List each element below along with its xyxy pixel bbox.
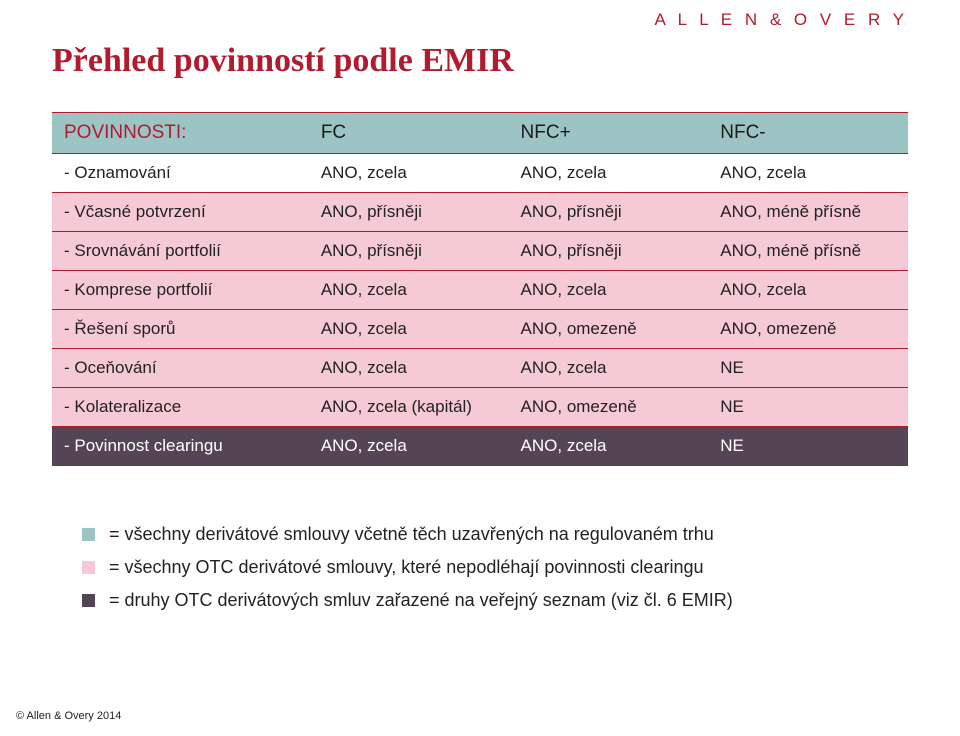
table-header-row: POVINNOSTI: FC NFC+ NFC- bbox=[52, 113, 908, 154]
row-label: - Komprese portfolií bbox=[52, 271, 309, 310]
cell: NE bbox=[708, 427, 908, 466]
cell: ANO, méně přísně bbox=[708, 232, 908, 271]
cell: ANO, zcela bbox=[509, 349, 709, 388]
col-nfcplus: NFC+ bbox=[509, 113, 709, 154]
cell: ANO, zcela (kapitál) bbox=[309, 388, 509, 427]
legend-item: = druhy OTC derivátových smluv zařazené … bbox=[82, 590, 908, 611]
cell: ANO, zcela bbox=[309, 271, 509, 310]
table-row: - Řešení sporůANO, zcelaANO, omezeněANO,… bbox=[52, 310, 908, 349]
col-nfcminus: NFC- bbox=[708, 113, 908, 154]
header-label: POVINNOSTI: bbox=[52, 113, 309, 154]
table-row: - Komprese portfoliíANO, zcelaANO, zcela… bbox=[52, 271, 908, 310]
table-row: - Povinnost clearinguANO, zcelaANO, zcel… bbox=[52, 427, 908, 466]
row-label: - Oznamování bbox=[52, 154, 309, 193]
legend-swatch bbox=[82, 594, 95, 607]
cell: ANO, přísněji bbox=[309, 232, 509, 271]
row-label: - Srovnávání portfolií bbox=[52, 232, 309, 271]
legend: = všechny derivátové smlouvy včetně těch… bbox=[82, 524, 908, 611]
cell: ANO, méně přísně bbox=[708, 193, 908, 232]
row-label: - Včasné potvrzení bbox=[52, 193, 309, 232]
cell: ANO, zcela bbox=[708, 271, 908, 310]
row-label: - Řešení sporů bbox=[52, 310, 309, 349]
cell: NE bbox=[708, 388, 908, 427]
legend-text: = druhy OTC derivátových smluv zařazené … bbox=[109, 590, 733, 611]
table-row: - Srovnávání portfoliíANO, přísnějiANO, … bbox=[52, 232, 908, 271]
row-label: - Oceňování bbox=[52, 349, 309, 388]
legend-text: = všechny derivátové smlouvy včetně těch… bbox=[109, 524, 714, 545]
cell: ANO, přísněji bbox=[309, 193, 509, 232]
table-row: - KolateralizaceANO, zcela (kapitál)ANO,… bbox=[52, 388, 908, 427]
legend-item: = všechny OTC derivátové smlouvy, které … bbox=[82, 557, 908, 578]
copyright: © Allen & Overy 2014 bbox=[16, 710, 121, 722]
cell: ANO, zcela bbox=[509, 427, 709, 466]
brand-logo: A L L E N & O V E R Y bbox=[655, 10, 908, 30]
cell: ANO, přísněji bbox=[509, 232, 709, 271]
cell: ANO, přísněji bbox=[509, 193, 709, 232]
cell: ANO, zcela bbox=[708, 154, 908, 193]
table-row: - Včasné potvrzeníANO, přísnějiANO, přís… bbox=[52, 193, 908, 232]
table-body: - OznamováníANO, zcelaANO, zcelaANO, zce… bbox=[52, 154, 908, 466]
row-label: - Povinnost clearingu bbox=[52, 427, 309, 466]
cell: ANO, zcela bbox=[309, 349, 509, 388]
cell: ANO, zcela bbox=[509, 271, 709, 310]
cell: ANO, zcela bbox=[509, 154, 709, 193]
legend-item: = všechny derivátové smlouvy včetně těch… bbox=[82, 524, 908, 545]
cell: ANO, zcela bbox=[309, 427, 509, 466]
table-row: - OceňováníANO, zcelaANO, zcelaNE bbox=[52, 349, 908, 388]
legend-swatch bbox=[82, 561, 95, 574]
cell: ANO, zcela bbox=[309, 310, 509, 349]
col-fc: FC bbox=[309, 113, 509, 154]
page-title: Přehled povinností podle EMIR bbox=[52, 42, 908, 80]
legend-text: = všechny OTC derivátové smlouvy, které … bbox=[109, 557, 703, 578]
table-row: - OznamováníANO, zcelaANO, zcelaANO, zce… bbox=[52, 154, 908, 193]
row-label: - Kolateralizace bbox=[52, 388, 309, 427]
legend-swatch bbox=[82, 528, 95, 541]
cell: NE bbox=[708, 349, 908, 388]
cell: ANO, zcela bbox=[309, 154, 509, 193]
cell: ANO, omezeně bbox=[509, 388, 709, 427]
cell: ANO, omezeně bbox=[509, 310, 709, 349]
cell: ANO, omezeně bbox=[708, 310, 908, 349]
obligations-table: POVINNOSTI: FC NFC+ NFC- - OznamováníANO… bbox=[52, 112, 908, 466]
